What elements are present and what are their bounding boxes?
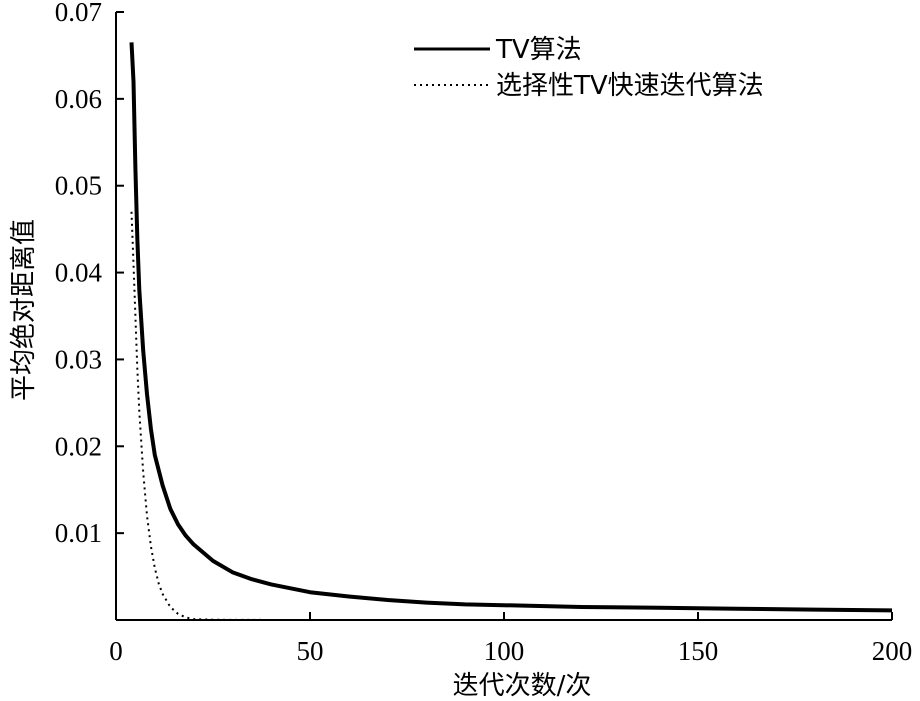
y-ticks: 0.01 0.02 0.03 0.04 0.05 0.06 0.07 bbox=[55, 0, 124, 548]
y-tick-label: 0.05 bbox=[55, 171, 102, 201]
series-line-1 bbox=[129, 42, 893, 613]
x-axis-label: 迭代次数/次 bbox=[453, 671, 592, 701]
series-group bbox=[129, 42, 893, 621]
y-tick-label: 0.03 bbox=[55, 344, 102, 374]
y-tick-label: 0.02 bbox=[55, 431, 102, 461]
y-tick-label: 0.06 bbox=[55, 84, 102, 114]
x-tick-label: 0 bbox=[109, 636, 123, 666]
legend-label-2: 选择性TV快速迭代算法 bbox=[496, 71, 764, 101]
y-tick-label: 0.01 bbox=[55, 518, 102, 548]
x-tick-label: 50 bbox=[297, 636, 324, 666]
axes bbox=[115, 12, 892, 621]
x-tick-label: 150 bbox=[678, 636, 719, 666]
x-ticks: 0 50 100 150 200 bbox=[109, 612, 912, 666]
y-tick-label: 0.07 bbox=[55, 0, 102, 27]
x-tick-label: 200 bbox=[872, 636, 913, 666]
series-line-2 bbox=[130, 211, 892, 621]
y-tick-label: 0.04 bbox=[55, 258, 103, 288]
y-axis-label: 平均绝对距离值 bbox=[9, 219, 39, 401]
x-tick-label: 100 bbox=[484, 636, 525, 666]
legend-label-1: TV算法 bbox=[495, 35, 582, 65]
